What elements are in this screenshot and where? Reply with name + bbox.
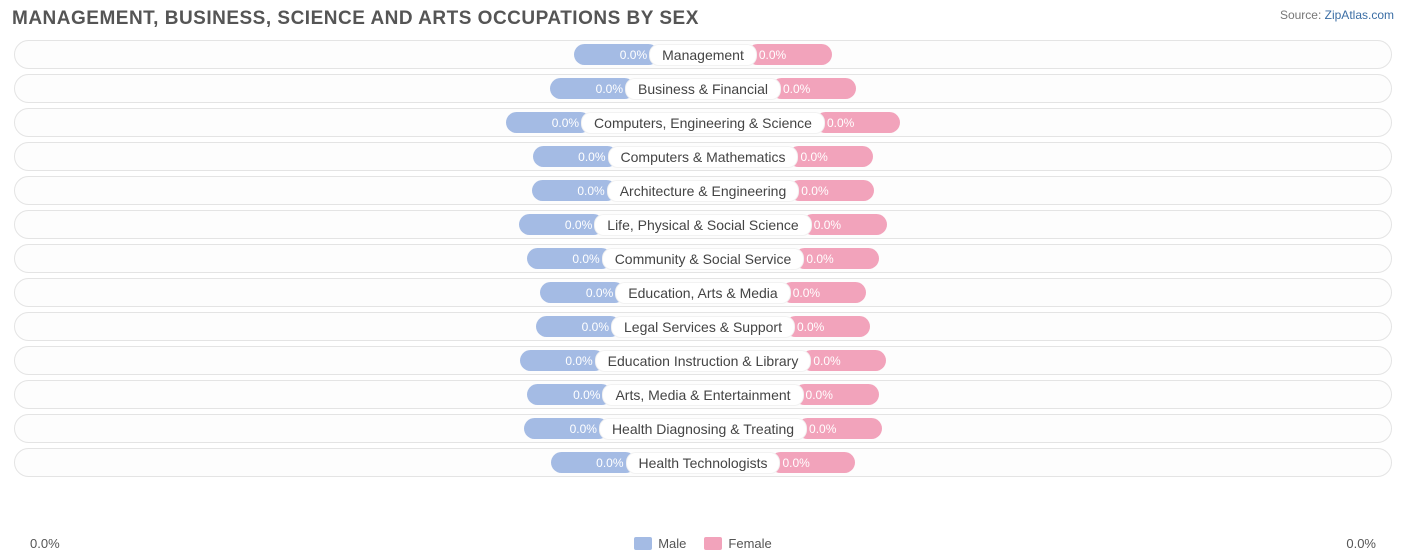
bar-row: 0.0%Computers & Mathematics0.0% [14,142,1392,171]
category-label: Business & Financial [625,78,781,100]
bar-center-group: 0.0%Business & Financial0.0% [550,78,856,100]
male-segment: 0.0% [551,452,636,473]
occupations-chart: MANAGEMENT, BUSINESS, SCIENCE AND ARTS O… [0,0,1406,559]
bar-row: 0.0%Health Diagnosing & Treating0.0% [14,414,1392,443]
male-segment: 0.0% [527,248,612,269]
legend-male-label: Male [658,536,686,551]
bar-row: 0.0%Health Technologists0.0% [14,448,1392,477]
male-segment: 0.0% [506,112,591,133]
bar-row: 0.0%Education, Arts & Media0.0% [14,278,1392,307]
bar-row: 0.0%Life, Physical & Social Science0.0% [14,210,1392,239]
bar-center-group: 0.0%Community & Social Service0.0% [527,248,880,270]
axis-label-left: 0.0% [30,536,60,551]
bar-center-group: 0.0%Computers, Engineering & Science0.0% [506,112,900,134]
bar-center-group: 0.0%Architecture & Engineering0.0% [532,180,875,202]
male-segment: 0.0% [550,78,635,99]
category-label: Education Instruction & Library [595,350,812,372]
source-link[interactable]: ZipAtlas.com [1325,8,1394,22]
female-swatch-icon [704,537,722,550]
female-segment: 0.0% [747,44,832,65]
category-label: Legal Services & Support [611,316,795,338]
bar-row: 0.0%Computers, Engineering & Science0.0% [14,108,1392,137]
bar-row: 0.0%Community & Social Service0.0% [14,244,1392,273]
legend-female-label: Female [728,536,771,551]
female-segment: 0.0% [815,112,900,133]
male-segment: 0.0% [536,316,621,337]
bar-row: 0.0%Business & Financial0.0% [14,74,1392,103]
legend-male: Male [634,536,686,551]
male-segment: 0.0% [520,350,605,371]
bar-row: 0.0%Education Instruction & Library0.0% [14,346,1392,375]
female-segment: 0.0% [794,248,879,269]
female-segment: 0.0% [802,214,887,235]
male-segment: 0.0% [532,180,617,201]
category-label: Health Technologists [626,452,781,474]
bar-center-group: 0.0%Arts, Media & Entertainment0.0% [527,384,878,406]
female-segment: 0.0% [797,418,882,439]
chart-source: Source: ZipAtlas.com [1280,8,1394,24]
male-segment: 0.0% [574,44,659,65]
category-label: Education, Arts & Media [615,282,790,304]
female-segment: 0.0% [781,282,866,303]
chart-header: MANAGEMENT, BUSINESS, SCIENCE AND ARTS O… [12,8,1394,30]
female-segment: 0.0% [771,78,856,99]
chart-legend: Male Female [634,536,772,551]
chart-rows: 0.0%Management0.0%0.0%Business & Financi… [12,40,1394,477]
category-label: Architecture & Engineering [607,180,800,202]
chart-footer: 0.0% Male Female 0.0% [14,536,1392,551]
source-label: Source: [1280,8,1321,22]
category-label: Management [649,44,757,66]
female-segment: 0.0% [801,350,886,371]
female-segment: 0.0% [794,384,879,405]
axis-label-right: 0.0% [1346,536,1376,551]
female-segment: 0.0% [788,146,873,167]
bar-center-group: 0.0%Life, Physical & Social Science0.0% [519,214,886,236]
bar-center-group: 0.0%Computers & Mathematics0.0% [533,146,874,168]
bar-center-group: 0.0%Management0.0% [574,44,832,66]
male-swatch-icon [634,537,652,550]
bar-center-group: 0.0%Health Technologists0.0% [551,452,856,474]
category-label: Computers, Engineering & Science [581,112,825,134]
bar-center-group: 0.0%Education, Arts & Media0.0% [540,282,865,304]
legend-female: Female [704,536,771,551]
bar-row: 0.0%Architecture & Engineering0.0% [14,176,1392,205]
male-segment: 0.0% [533,146,618,167]
bar-row: 0.0%Management0.0% [14,40,1392,69]
male-segment: 0.0% [519,214,604,235]
female-segment: 0.0% [770,452,855,473]
male-segment: 0.0% [524,418,609,439]
male-segment: 0.0% [527,384,612,405]
category-label: Community & Social Service [602,248,805,270]
category-label: Life, Physical & Social Science [594,214,811,236]
category-label: Arts, Media & Entertainment [602,384,803,406]
bar-center-group: 0.0%Legal Services & Support0.0% [536,316,870,338]
bar-center-group: 0.0%Health Diagnosing & Treating0.0% [524,418,882,440]
category-label: Computers & Mathematics [608,146,799,168]
chart-title: MANAGEMENT, BUSINESS, SCIENCE AND ARTS O… [12,8,699,30]
bar-row: 0.0%Arts, Media & Entertainment0.0% [14,380,1392,409]
female-segment: 0.0% [785,316,870,337]
bar-row: 0.0%Legal Services & Support0.0% [14,312,1392,341]
male-segment: 0.0% [540,282,625,303]
female-segment: 0.0% [789,180,874,201]
category-label: Health Diagnosing & Treating [599,418,807,440]
bar-center-group: 0.0%Education Instruction & Library0.0% [520,350,887,372]
